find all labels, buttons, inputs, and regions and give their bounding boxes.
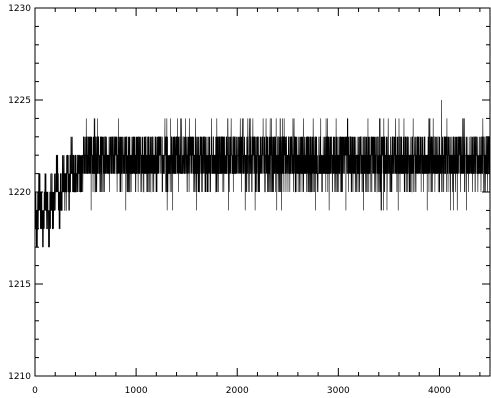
y-tick-label: 1230 bbox=[8, 4, 31, 14]
x-tick-label: 4000 bbox=[428, 386, 451, 396]
axis-ticks bbox=[34, 7, 490, 377]
x-tick-label: 3000 bbox=[327, 386, 350, 396]
plot-frame bbox=[34, 7, 491, 377]
y-tick-label: 1215 bbox=[8, 280, 31, 290]
series-line bbox=[34, 99, 491, 248]
y-axis-tick-labels: 1210 1215 1220 1225 1230 bbox=[8, 4, 31, 382]
x-tick-label: 0 bbox=[32, 386, 38, 396]
y-tick-label: 1220 bbox=[8, 188, 31, 198]
y-tick-label: 1225 bbox=[8, 96, 31, 106]
y-tick-label: 1210 bbox=[8, 372, 31, 382]
x-axis-tick-labels: 0 1000 2000 3000 4000 bbox=[32, 386, 451, 396]
x-tick-label: 2000 bbox=[226, 386, 249, 396]
x-tick-label: 1000 bbox=[125, 386, 148, 396]
series-line-path bbox=[34, 99, 491, 248]
